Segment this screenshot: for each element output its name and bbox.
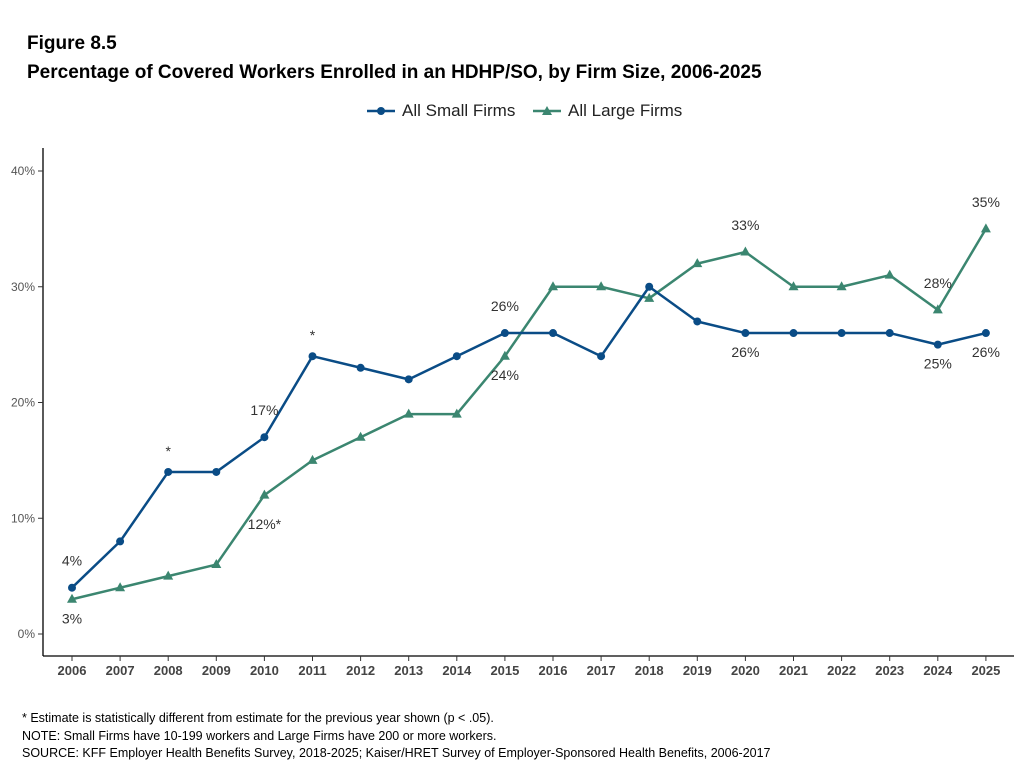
data-point-all-large-firms xyxy=(788,281,799,291)
x-tick-label: 2019 xyxy=(683,663,712,678)
data-label-all-small-firms: 17% xyxy=(250,402,278,418)
data-point-all-large-firms xyxy=(836,281,847,291)
data-label-all-small-firms: * xyxy=(165,443,171,459)
legend-label-large-firms: All Large Firms xyxy=(568,101,683,120)
data-point-all-small-firms xyxy=(597,352,606,361)
data-point-all-large-firms xyxy=(596,281,607,291)
y-tick-label: 40% xyxy=(11,164,35,178)
x-tick-label: 2024 xyxy=(923,663,953,678)
x-tick-label: 2025 xyxy=(971,663,1000,678)
data-point-all-small-firms xyxy=(164,467,173,476)
data-point-all-large-firms xyxy=(355,431,366,441)
data-label-all-large-firms: 33% xyxy=(731,217,759,233)
data-label-all-large-firms: 35% xyxy=(972,194,1000,210)
data-point-all-small-firms xyxy=(789,329,798,338)
data-point-all-small-firms xyxy=(741,329,750,338)
data-label-all-large-firms: 3% xyxy=(62,610,82,626)
data-point-all-small-firms xyxy=(693,317,702,326)
y-tick-label: 20% xyxy=(11,396,35,410)
x-tick-label: 2012 xyxy=(346,663,375,678)
x-tick-label: 2020 xyxy=(731,663,760,678)
data-point-all-small-firms xyxy=(549,329,557,338)
x-tick-label: 2011 xyxy=(298,663,326,678)
data-point-all-large-firms xyxy=(115,582,126,592)
data-point-all-large-firms xyxy=(740,246,751,256)
data-point-all-large-firms xyxy=(451,408,462,418)
data-label-all-small-firms: 25% xyxy=(924,356,952,372)
data-point-all-large-firms xyxy=(259,489,270,499)
data-label-all-small-firms: * xyxy=(310,327,316,343)
y-tick-label: 10% xyxy=(11,511,35,525)
data-point-all-large-firms xyxy=(307,454,318,464)
asterisk-note: * Estimate is statistically different fr… xyxy=(22,711,494,725)
data-point-all-small-firms xyxy=(452,352,461,361)
y-tick-label: 0% xyxy=(18,627,36,641)
legend-item-small-firms: All Small Firms xyxy=(366,99,515,123)
chart-legend: All Small Firms All Large Firms xyxy=(0,99,1023,123)
x-tick-label: 2016 xyxy=(539,663,568,678)
line-chart: 0% 10% 20% 30% 40% 2006 2007 2008 2009 2010 2011 20… xyxy=(11,148,1014,678)
x-tick-label: 2017 xyxy=(587,663,616,678)
data-point-all-small-firms xyxy=(260,433,269,442)
data-point-all-large-firms xyxy=(932,304,943,314)
data-point-all-small-firms xyxy=(645,282,654,291)
data-point-all-large-firms xyxy=(211,559,222,569)
data-point-all-small-firms xyxy=(356,363,365,372)
data-label-all-small-firms: 4% xyxy=(62,553,82,569)
x-tick-label: 2010 xyxy=(250,663,279,678)
chart-notes: * Estimate is statistically different fr… xyxy=(22,710,771,763)
data-label-all-large-firms: 24% xyxy=(491,367,519,383)
series-line-all-small-firms xyxy=(71,285,987,589)
x-tick-label: 2006 xyxy=(58,663,87,678)
data-point-all-small-firms xyxy=(404,375,413,384)
x-tick-label: 2022 xyxy=(827,663,856,678)
x-tick-label: 2007 xyxy=(106,663,135,678)
legend-swatch-large-firms xyxy=(533,106,561,115)
figure-label: Figure 8.5 xyxy=(27,33,117,54)
data-point-all-large-firms xyxy=(884,269,895,279)
source-note: SOURCE: KFF Employer Health Benefits Sur… xyxy=(22,746,771,760)
chart-title: Percentage of Covered Workers Enrolled i… xyxy=(27,62,762,83)
legend-item-large-firms: All Large Firms xyxy=(532,99,682,123)
data-point-all-small-firms xyxy=(885,329,894,338)
data-point-all-large-firms xyxy=(67,593,77,603)
data-point-all-large-firms xyxy=(403,408,414,418)
data-label-all-small-firms: 26% xyxy=(491,298,519,314)
data-point-all-small-firms xyxy=(500,329,509,338)
legend-label-small-firms: All Small Firms xyxy=(402,101,516,120)
data-label-all-small-firms: 26% xyxy=(972,344,1000,360)
data-point-all-small-firms xyxy=(116,537,125,546)
data-label-all-large-firms: 28% xyxy=(924,275,952,291)
x-tick-label: 2018 xyxy=(635,663,664,678)
x-tick-label: 2009 xyxy=(202,663,231,678)
data-point-all-small-firms xyxy=(933,340,942,349)
data-point-all-large-firms xyxy=(644,292,655,302)
data-point-all-large-firms xyxy=(692,258,703,268)
data-point-all-small-firms xyxy=(837,329,846,338)
data-label-all-large-firms: 12%* xyxy=(248,516,282,532)
data-point-all-small-firms xyxy=(308,352,317,361)
data-label-all-small-firms: 26% xyxy=(731,344,759,360)
data-point-all-small-firms xyxy=(212,467,221,476)
x-tick-label: 2021 xyxy=(779,663,808,678)
data-point-all-small-firms xyxy=(68,583,76,592)
x-tick-label: 2023 xyxy=(875,663,904,678)
x-tick-label: 2008 xyxy=(154,663,183,678)
y-tick-label: 30% xyxy=(11,280,35,294)
legend-swatch-small-firms xyxy=(367,107,395,115)
x-tick-label: 2013 xyxy=(394,663,423,678)
data-point-all-large-firms xyxy=(548,281,558,291)
data-point-all-small-firms xyxy=(981,329,990,338)
x-tick-label: 2014 xyxy=(442,663,472,678)
data-point-all-large-firms xyxy=(499,350,510,360)
data-point-all-large-firms xyxy=(980,223,991,233)
firm-size-note: NOTE: Small Firms have 10-199 workers an… xyxy=(22,728,497,743)
series-line-all-large-firms xyxy=(71,228,987,601)
x-tick-label: 2015 xyxy=(490,663,519,678)
data-point-all-large-firms xyxy=(163,570,174,580)
